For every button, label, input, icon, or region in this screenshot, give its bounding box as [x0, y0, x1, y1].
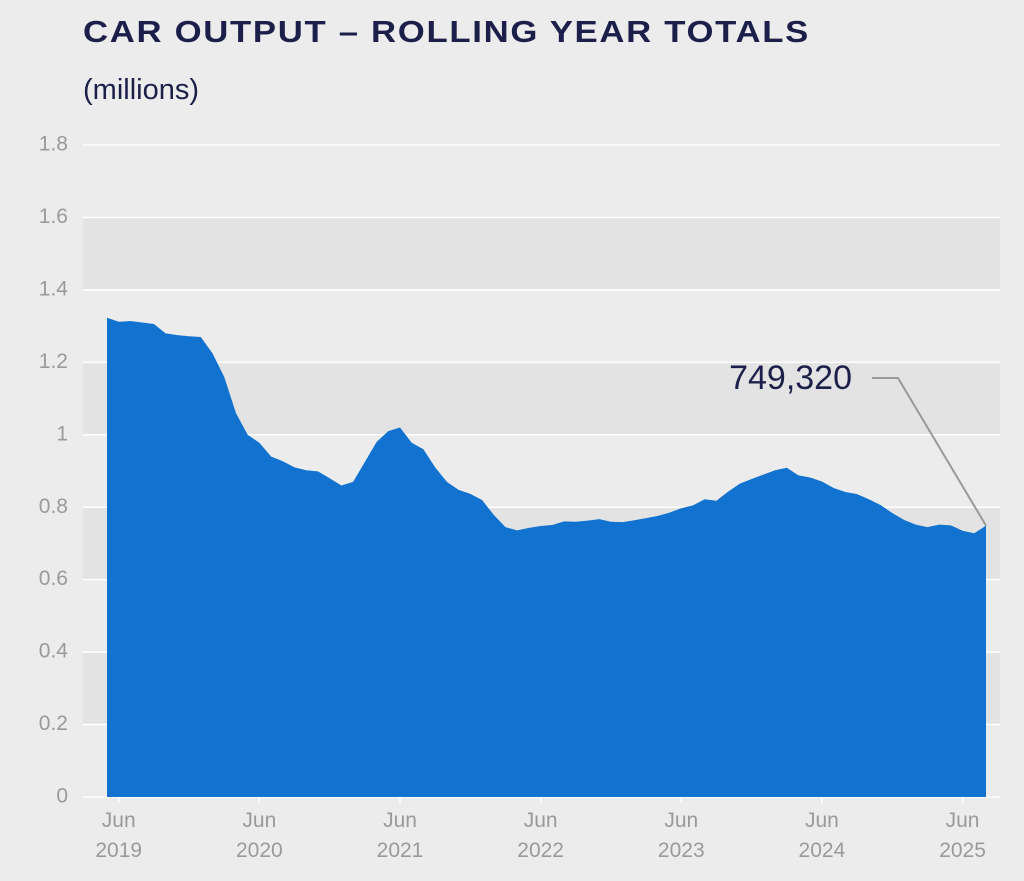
x-tick-label: Jun 2019 — [95, 809, 143, 862]
y-tick-label: 1 — [56, 422, 68, 445]
x-tick-label: Jun 2024 — [798, 809, 846, 862]
x-tick-label: Jun 2023 — [657, 809, 705, 862]
y-tick-label: 0 — [56, 785, 68, 808]
y-tick-label: 1.2 — [39, 350, 68, 373]
y-tick-label: 0.6 — [39, 567, 68, 590]
chart-title: CAR OUTPUT – ROLLING YEAR TOTALS — [83, 14, 810, 49]
grid-band — [83, 217, 1000, 290]
y-tick-label: 1.8 — [39, 133, 68, 156]
x-tick-label: Jun 2022 — [517, 809, 564, 862]
area — [107, 317, 986, 797]
y-tick-label: 1.4 — [39, 277, 69, 300]
y-tick-label: 0.4 — [39, 640, 69, 663]
y-tick-label: 1.6 — [39, 205, 68, 228]
x-tick-label: Jun 2025 — [939, 809, 986, 862]
chart-subtitle: (millions) — [83, 74, 199, 106]
y-tick-label: 0.2 — [39, 712, 68, 735]
x-tick-label: Jun 2020 — [236, 809, 283, 862]
leader-line — [872, 377, 987, 527]
y-tick-label: 0.8 — [39, 495, 68, 518]
x-tick-label: Jun 2021 — [376, 809, 424, 862]
value-label: 749,320 — [729, 359, 852, 397]
